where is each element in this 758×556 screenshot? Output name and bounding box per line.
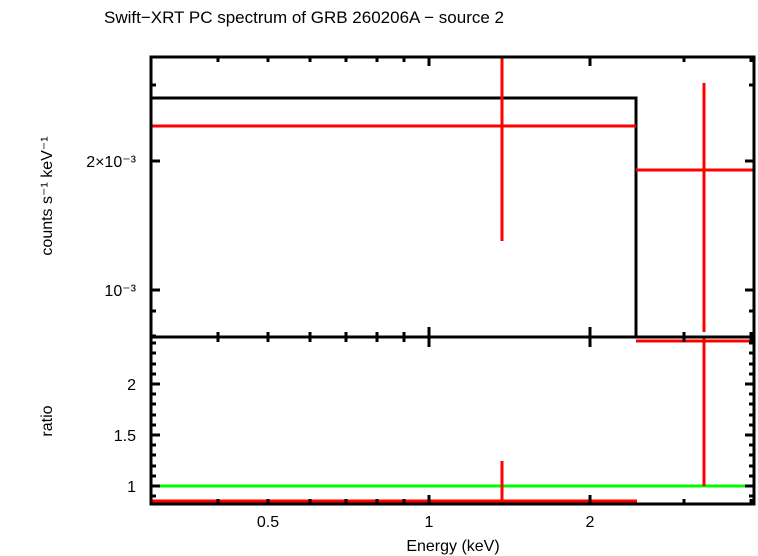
data-points <box>150 56 755 332</box>
chart-title: Swift−XRT PC spectrum of GRB 260206A − s… <box>0 8 758 28</box>
x-ticks <box>216 57 753 504</box>
y-axis-label-top: counts s⁻¹ keV⁻¹ <box>39 136 56 255</box>
y-axis-label-bottom: ratio <box>39 405 56 436</box>
ytick-label-1-5: 1.5 <box>114 428 136 445</box>
xtick-label-2: 2 <box>586 514 595 531</box>
model-step <box>150 96 755 339</box>
xtick-label-1: 1 <box>425 514 434 531</box>
plot-frame <box>149 55 756 506</box>
x-axis-label: Energy (keV) <box>406 538 499 555</box>
chart-title-text: Swift−XRT PC spectrum of GRB 260206A − s… <box>103 8 504 27</box>
xtick-label-0-5: 0.5 <box>257 514 279 531</box>
ytick-label-2: 2 <box>127 377 136 394</box>
ytick-label-1: 1 <box>127 479 136 496</box>
y-ticks-top <box>151 83 754 338</box>
ytick-label-2e-3: 2×10⁻³ <box>86 154 136 171</box>
ytick-label-1e-3: 10⁻³ <box>104 283 136 300</box>
y-ticks-bottom <box>151 341 754 498</box>
ratio-points <box>150 337 755 505</box>
